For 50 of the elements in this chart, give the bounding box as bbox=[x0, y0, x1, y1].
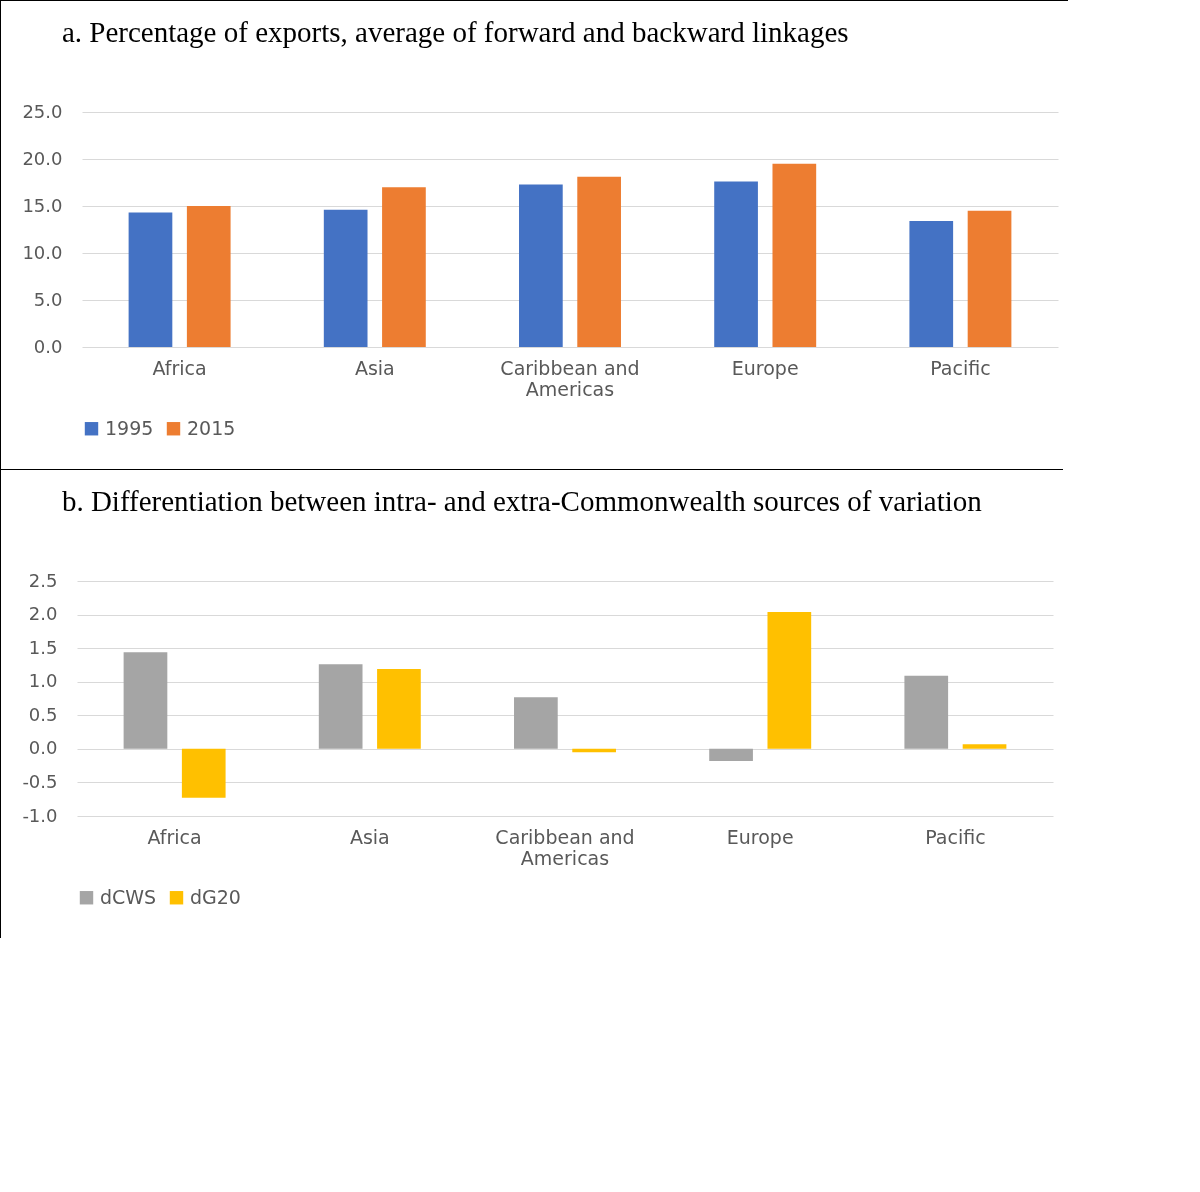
y-tick-label: 1.0 bbox=[28, 670, 58, 692]
bar bbox=[323, 209, 368, 347]
legend-label: dG20 bbox=[190, 885, 241, 908]
legend-label: dCWS bbox=[100, 885, 157, 908]
bar bbox=[709, 748, 753, 761]
y-tick-label: 15.0 bbox=[22, 194, 63, 216]
x-tick-label: Asia bbox=[349, 825, 390, 848]
bar bbox=[962, 744, 1007, 749]
chart-title: a. Percentage of exports, average of forward and backward linkages bbox=[61, 16, 849, 48]
chart-title: b. Differentiation between intra- and extra-Commonwealth sources of variation bbox=[61, 485, 983, 517]
bar bbox=[186, 206, 231, 347]
legend-label: 1995 bbox=[105, 416, 154, 439]
bar bbox=[714, 181, 758, 347]
y-tick-label: -1.0 bbox=[22, 804, 58, 826]
y-tick-label: 0.0 bbox=[33, 335, 63, 357]
x-tick-label: Europe bbox=[726, 825, 794, 848]
bar bbox=[128, 212, 173, 347]
y-tick-label: 1.5 bbox=[28, 636, 58, 658]
bar bbox=[909, 221, 954, 347]
bar bbox=[377, 668, 421, 749]
bar bbox=[767, 611, 812, 749]
y-tick-label: 0.0 bbox=[28, 737, 58, 759]
y-tick-label: 2.0 bbox=[28, 603, 58, 625]
y-tick-label: 0.5 bbox=[28, 703, 58, 725]
x-tick-label: Caribbean and Americas bbox=[495, 825, 635, 869]
bar bbox=[577, 176, 621, 347]
y-tick-label: 2.5 bbox=[28, 569, 58, 591]
x-tick-label: Africa bbox=[152, 356, 207, 379]
bar bbox=[772, 163, 817, 347]
y-tick-label: 25.0 bbox=[22, 100, 63, 122]
x-tick-label: Europe bbox=[731, 356, 799, 379]
bar bbox=[382, 187, 426, 347]
x-tick-label: Pacific bbox=[930, 356, 991, 379]
bar bbox=[514, 697, 558, 749]
y-tick-label: 10.0 bbox=[22, 241, 63, 263]
y-tick-label: -0.5 bbox=[22, 770, 58, 792]
bar bbox=[123, 652, 168, 749]
bar bbox=[904, 675, 949, 749]
x-tick-label: Pacific bbox=[925, 825, 986, 848]
y-tick-label: 20.0 bbox=[22, 147, 63, 169]
legend-label: 2015 bbox=[187, 416, 236, 439]
bar bbox=[318, 664, 363, 749]
bar bbox=[967, 210, 1012, 347]
y-tick-label: 5.0 bbox=[33, 288, 63, 310]
bar bbox=[181, 748, 226, 798]
x-tick-label: Caribbean and Americas bbox=[500, 356, 640, 400]
x-tick-label: Africa bbox=[147, 825, 202, 848]
x-tick-label: Asia bbox=[354, 356, 395, 379]
bar bbox=[519, 184, 563, 347]
bar bbox=[572, 748, 616, 753]
